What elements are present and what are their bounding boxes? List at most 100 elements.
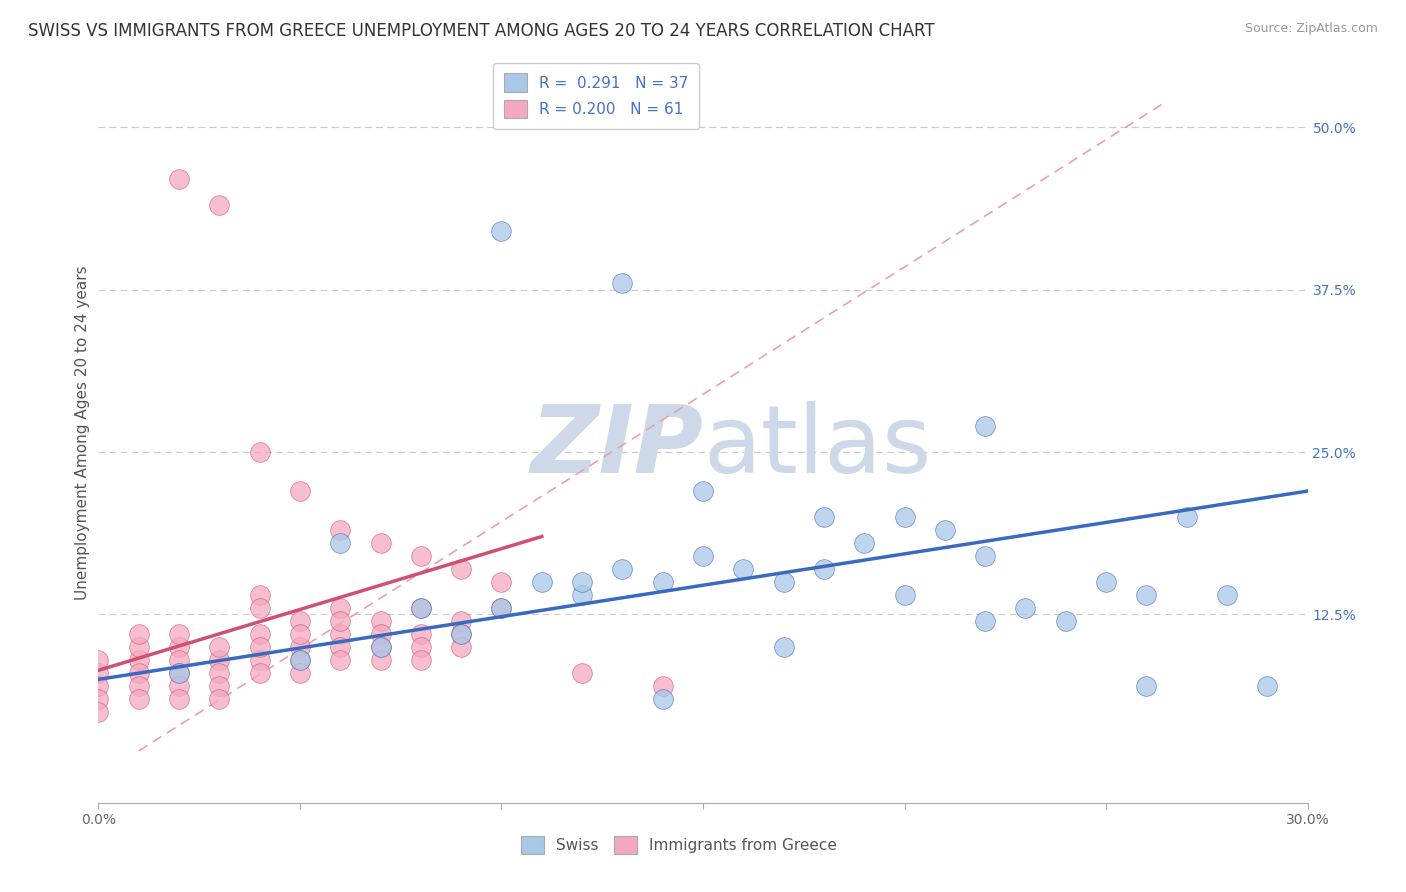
Point	[288, 640, 311, 654]
Point	[370, 640, 392, 654]
Point	[208, 653, 231, 667]
Point	[128, 692, 150, 706]
Point	[1135, 588, 1157, 602]
Point	[1014, 601, 1036, 615]
Point	[128, 679, 150, 693]
Point	[288, 665, 311, 680]
Point	[692, 549, 714, 563]
Point	[288, 627, 311, 641]
Point	[813, 510, 835, 524]
Point	[249, 588, 271, 602]
Point	[772, 640, 794, 654]
Point	[491, 601, 513, 615]
Point	[288, 614, 311, 628]
Point	[249, 653, 271, 667]
Point	[208, 692, 231, 706]
Text: atlas: atlas	[703, 401, 931, 493]
Point	[249, 445, 271, 459]
Point	[329, 536, 352, 550]
Point	[329, 653, 352, 667]
Point	[87, 665, 110, 680]
Point	[329, 523, 352, 537]
Point	[733, 562, 755, 576]
Point	[612, 277, 634, 291]
Text: ZIP: ZIP	[530, 401, 703, 493]
Point	[167, 172, 190, 186]
Point	[450, 627, 472, 641]
Point	[288, 653, 311, 667]
Text: SWISS VS IMMIGRANTS FROM GREECE UNEMPLOYMENT AMONG AGES 20 TO 24 YEARS CORRELATI: SWISS VS IMMIGRANTS FROM GREECE UNEMPLOY…	[28, 22, 935, 40]
Point	[1216, 588, 1239, 602]
Point	[571, 574, 593, 589]
Point	[249, 665, 271, 680]
Point	[651, 679, 673, 693]
Point	[329, 640, 352, 654]
Point	[409, 549, 432, 563]
Point	[167, 627, 190, 641]
Point	[370, 653, 392, 667]
Point	[370, 640, 392, 654]
Point	[409, 640, 432, 654]
Point	[1135, 679, 1157, 693]
Point	[167, 640, 190, 654]
Point	[128, 665, 150, 680]
Point	[772, 574, 794, 589]
Point	[370, 614, 392, 628]
Point	[288, 484, 311, 499]
Point	[1256, 679, 1278, 693]
Point	[530, 574, 553, 589]
Point	[167, 665, 190, 680]
Point	[450, 614, 472, 628]
Point	[249, 627, 271, 641]
Point	[1095, 574, 1118, 589]
Point	[491, 574, 513, 589]
Point	[491, 601, 513, 615]
Point	[87, 653, 110, 667]
Point	[409, 601, 432, 615]
Point	[934, 523, 956, 537]
Point	[87, 705, 110, 719]
Point	[893, 588, 915, 602]
Point	[1175, 510, 1198, 524]
Legend: Swiss, Immigrants from Greece: Swiss, Immigrants from Greece	[513, 828, 845, 862]
Point	[167, 679, 190, 693]
Point	[167, 665, 190, 680]
Point	[87, 692, 110, 706]
Point	[409, 627, 432, 641]
Point	[450, 627, 472, 641]
Point	[370, 627, 392, 641]
Point	[87, 679, 110, 693]
Point	[249, 640, 271, 654]
Text: Source: ZipAtlas.com: Source: ZipAtlas.com	[1244, 22, 1378, 36]
Point	[853, 536, 876, 550]
Point	[450, 562, 472, 576]
Point	[612, 562, 634, 576]
Point	[450, 640, 472, 654]
Point	[329, 614, 352, 628]
Point	[409, 653, 432, 667]
Point	[409, 601, 432, 615]
Point	[1054, 614, 1077, 628]
Point	[167, 653, 190, 667]
Point	[128, 653, 150, 667]
Y-axis label: Unemployment Among Ages 20 to 24 years: Unemployment Among Ages 20 to 24 years	[75, 265, 90, 600]
Point	[571, 665, 593, 680]
Point	[813, 562, 835, 576]
Point	[370, 536, 392, 550]
Point	[249, 601, 271, 615]
Point	[571, 588, 593, 602]
Point	[208, 198, 231, 212]
Point	[893, 510, 915, 524]
Point	[329, 601, 352, 615]
Point	[208, 679, 231, 693]
Point	[128, 627, 150, 641]
Point	[167, 692, 190, 706]
Point	[288, 653, 311, 667]
Point	[974, 614, 997, 628]
Point	[651, 574, 673, 589]
Point	[974, 419, 997, 434]
Point	[329, 627, 352, 641]
Point	[128, 640, 150, 654]
Point	[208, 665, 231, 680]
Point	[651, 692, 673, 706]
